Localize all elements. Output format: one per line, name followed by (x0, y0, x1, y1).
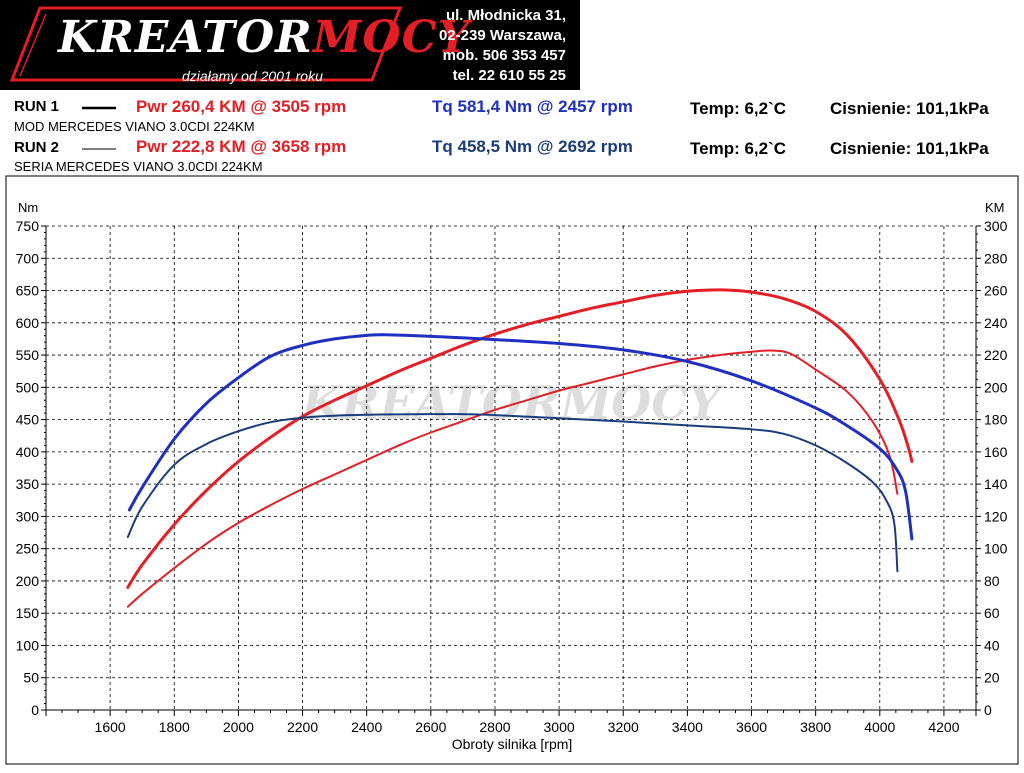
run2-line-swatch (82, 148, 116, 150)
run1-torque: Tq 581,4 Nm @ 2457 rpm (432, 97, 633, 116)
tick-label-bottom: 4000 (864, 719, 895, 735)
run1-temp: Temp: 6,2`C (690, 99, 787, 118)
tick-label-right: 40 (984, 637, 1000, 653)
run2-label: RUN 2 (14, 139, 60, 156)
tick-label-right: 0 (984, 702, 992, 718)
tick-label-left: 150 (16, 605, 40, 621)
axis-label-left: Nm (18, 200, 38, 215)
tick-label-left: 500 (16, 379, 40, 395)
tick-label-bottom: 4200 (928, 719, 959, 735)
tick-label-right: 20 (984, 670, 1000, 686)
address-line: ul. Młodnicka 31, (445, 7, 566, 24)
tick-label-left: 400 (16, 444, 40, 460)
run1-torque-curve (127, 333, 914, 541)
tick-label-left: 200 (16, 573, 40, 589)
tick-label-right: 140 (984, 476, 1008, 492)
run2-torque: Tq 458,5 Nm @ 2692 rpm (432, 137, 633, 156)
run1-power-curve (126, 288, 914, 589)
tick-label-left: 50 (23, 670, 39, 686)
tick-label-right: 300 (984, 218, 1008, 234)
tick-label-bottom: 3000 (544, 719, 575, 735)
tick-label-right: 100 (984, 541, 1008, 557)
tick-label-left: 650 (16, 283, 40, 299)
tick-label-left: 600 (16, 315, 40, 331)
tick-label-bottom: 1600 (95, 719, 126, 735)
tick-label-right: 280 (984, 250, 1008, 266)
logo-graphic (9, 6, 403, 82)
tick-label-bottom: 2800 (479, 719, 510, 735)
tick-label-bottom: 3800 (800, 719, 831, 735)
dyno-chart: KREATORMOCY 0 50 100 150 200 250 300 350 400 450 50… (0, 174, 1024, 768)
tick-label-left: 300 (16, 508, 40, 524)
address-line: 02-239 Warszawa, (438, 27, 566, 44)
tick-label-left: 750 (16, 218, 40, 234)
run2-power-curve (126, 349, 899, 608)
tick-label-right: 220 (984, 347, 1008, 363)
tick-label-bottom: 3400 (672, 719, 703, 735)
tick-label-left: 550 (16, 347, 40, 363)
tick-label-left: 250 (16, 541, 40, 557)
logo-banner: KREATORMOCY działamy od 2001 roku ul. Mł… (0, 0, 580, 90)
run1-line-swatch (82, 106, 116, 110)
tick-label-bottom: 2400 (351, 719, 382, 735)
tick-label-right: 260 (984, 283, 1008, 299)
logo-text: KREATORMOCY (58, 12, 471, 63)
tick-label-bottom: 2000 (223, 719, 254, 735)
run1-power: Pwr 260,4 KM @ 3505 rpm (136, 97, 347, 116)
tick-label-bottom: 2600 (415, 719, 446, 735)
tick-label-left: 450 (16, 412, 40, 428)
tick-label-left: 100 (16, 637, 40, 653)
address-line: tel. 22 610 55 25 (452, 67, 566, 84)
address-line: mob. 506 353 457 (442, 47, 566, 64)
tick-label-left: 0 (31, 702, 39, 718)
run1-pressure: Cisnienie: 101,1kPa (830, 99, 989, 118)
chart-frame (5, 175, 1019, 765)
run1-label: RUN 1 (14, 98, 60, 115)
tick-label-right: 200 (984, 379, 1008, 395)
tick-label-right: 180 (984, 412, 1008, 428)
tick-label-bottom: 1800 (159, 719, 190, 735)
tick-label-bottom: 3200 (608, 719, 639, 735)
address-block: ul. Młodnicka 31, 02-239 Warszawa, mob. … (398, 6, 580, 86)
tick-label-right: 240 (984, 315, 1008, 331)
run2-description: SERIA MERCEDES VIANO 3.0CDI 224KM (14, 159, 263, 174)
tick-label-right: 120 (984, 508, 1008, 524)
tick-label-left: 350 (16, 476, 40, 492)
tick-label-right: 60 (984, 605, 1000, 621)
tick-label-right: 160 (984, 444, 1008, 460)
tick-label-left: 700 (16, 250, 40, 266)
run2-torque-curve (126, 413, 899, 573)
dyno-chart-svg: KREATORMOCY05010015020025030035040045050… (5, 175, 1019, 765)
axis-label-right: KM (985, 200, 1005, 215)
tick-label-right: 80 (984, 573, 1000, 589)
tick-label-bottom: 3600 (736, 719, 767, 735)
watermark-logo: KREATORMOCY (299, 376, 725, 430)
run2-pressure: Cisnienie: 101,1kPa (830, 139, 989, 158)
run2-temp: Temp: 6,2`C (690, 139, 787, 158)
run2-power: Pwr 222,8 KM @ 3658 rpm (136, 137, 347, 156)
tick-label-bottom: 2200 (287, 719, 318, 735)
axis-label-bottom: Obroty silnika [rpm] (452, 736, 573, 752)
logo-tagline: działamy od 2001 roku (182, 68, 323, 84)
run1-description: MOD MERCEDES VIANO 3.0CDI 224KM (14, 119, 255, 134)
